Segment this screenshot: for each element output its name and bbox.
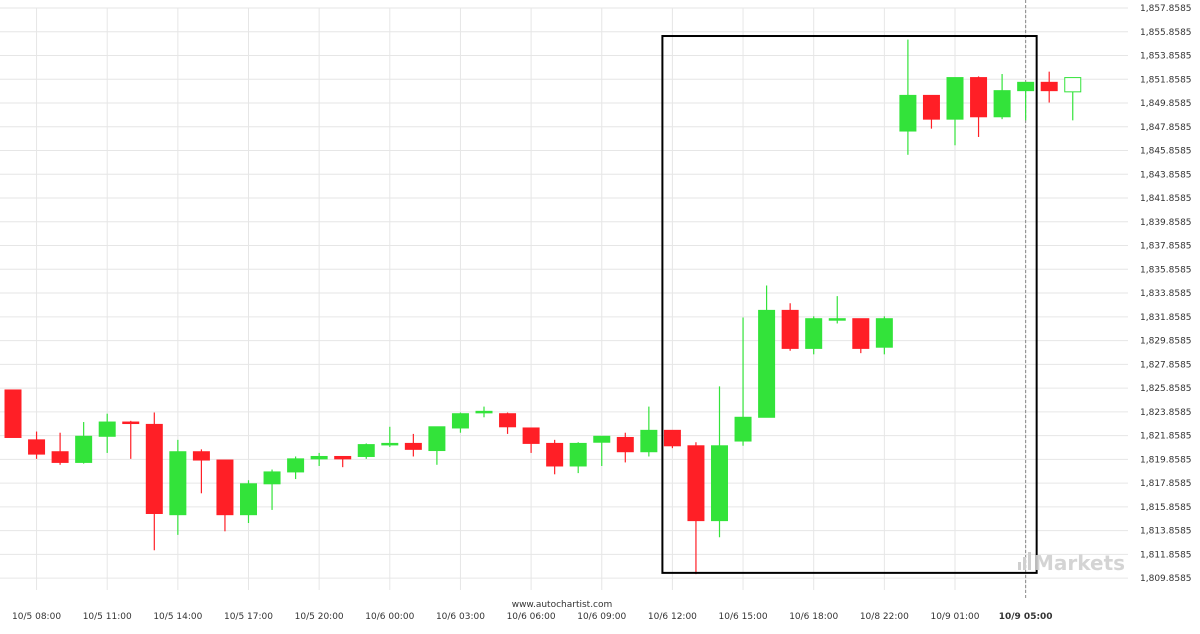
- candle-body: [75, 435, 93, 463]
- candle-body: [475, 410, 493, 414]
- x-tick-label: 10/6 12:00: [648, 612, 697, 622]
- brand-logo: Markets: [1018, 551, 1125, 575]
- candle-body: [334, 455, 352, 460]
- candle-body: [711, 445, 728, 522]
- candle-body: [805, 318, 823, 349]
- x-tick-label: 10/6 00:00: [365, 612, 414, 622]
- grid-lines: [0, 0, 1128, 600]
- candle-body: [381, 442, 399, 446]
- candle-body: [1040, 81, 1058, 92]
- candle-body: [993, 90, 1011, 118]
- y-tick-label: 1,829.8585: [1140, 337, 1192, 347]
- y-tick-label: 1,835.8585: [1140, 265, 1192, 275]
- candle-body: [122, 421, 140, 425]
- y-tick-label: 1,837.8585: [1140, 242, 1192, 252]
- x-tick-label: 10/9 05:00: [999, 612, 1053, 622]
- candle-body: [451, 413, 469, 429]
- candle-body: [522, 427, 540, 444]
- candle-body: [922, 94, 940, 120]
- x-tick-label: 10/6 09:00: [577, 612, 626, 622]
- x-tick-label: 10/5 17:00: [224, 612, 273, 622]
- candle-body: [51, 451, 69, 463]
- candle-body: [852, 318, 870, 349]
- x-tick-label: 10/5 11:00: [83, 612, 132, 622]
- candle-body: [192, 451, 210, 461]
- x-tick-label: 10/6 03:00: [436, 612, 485, 622]
- y-tick-label: 1,825.8585: [1140, 384, 1192, 394]
- y-tick-label: 1,831.8585: [1140, 313, 1192, 323]
- y-tick-label: 1,823.8585: [1140, 408, 1192, 418]
- candle-body: [758, 309, 776, 418]
- candle-body: [98, 421, 116, 437]
- y-tick-label: 1,817.8585: [1140, 479, 1192, 489]
- y-tick-label: 1,811.8585: [1140, 550, 1192, 560]
- x-tick-label: 10/8 22:00: [860, 612, 909, 622]
- y-tick-label: 1,827.8585: [1140, 360, 1192, 370]
- candle-body: [616, 436, 634, 453]
- candle-body: [145, 423, 163, 514]
- y-tick-label: 1,815.8585: [1140, 503, 1192, 513]
- x-tick-label: 10/9 01:00: [930, 612, 979, 622]
- candle-body: [640, 429, 658, 453]
- x-tick-label: 10/5 14:00: [153, 612, 202, 622]
- y-tick-label: 1,847.8585: [1140, 123, 1192, 133]
- candle-body: [687, 445, 705, 522]
- x-tick-label: 10/5 20:00: [295, 612, 344, 622]
- candle-body: [781, 309, 799, 349]
- candle-body: [404, 442, 422, 450]
- candle-body: [946, 77, 964, 120]
- candle-body: [357, 444, 375, 457]
- candle-body: [828, 318, 846, 321]
- pattern-highlight-box: [661, 35, 1038, 574]
- y-tick-label: 1,841.8585: [1140, 194, 1192, 204]
- candle-body: [569, 442, 587, 467]
- y-tick-label: 1,855.8585: [1140, 28, 1192, 38]
- y-tick-label: 1,809.8585: [1140, 574, 1192, 584]
- candle-body: [240, 483, 257, 516]
- candle-body: [216, 459, 234, 516]
- candle-body: [899, 94, 917, 132]
- candle-body: [970, 77, 988, 118]
- candle-body: [169, 451, 187, 516]
- candle-body: [1064, 77, 1082, 93]
- candle-body: [734, 416, 752, 442]
- candle-body: [428, 426, 446, 452]
- candle-body: [875, 318, 893, 348]
- y-tick-label: 1,819.8585: [1140, 455, 1192, 465]
- y-tick-label: 1,845.8585: [1140, 147, 1192, 157]
- y-tick-label: 1,833.8585: [1140, 289, 1192, 299]
- candle-body: [310, 455, 328, 460]
- axis-labels: 1,809.8585 1,811.8585 1,813.8585 1,815.8585…: [12, 4, 1191, 622]
- candle-body: [1017, 81, 1035, 92]
- x-tick-label: 10/6 18:00: [789, 612, 838, 622]
- brand-text: Markets: [1034, 551, 1125, 575]
- x-tick-label: 10/5 08:00: [12, 612, 61, 622]
- highlight-box-layer: [661, 35, 1038, 574]
- watermark-url: www.autochartist.com: [512, 600, 613, 610]
- x-tick-label: 10/6 06:00: [507, 612, 556, 622]
- y-tick-label: 1,843.8585: [1140, 170, 1192, 180]
- x-tick-label: 10/6 15:00: [719, 612, 768, 622]
- y-tick-label: 1,839.8585: [1140, 218, 1192, 228]
- candle-body: [287, 458, 305, 473]
- candles: [4, 39, 1082, 575]
- candle-body: [4, 389, 22, 438]
- candle-body: [499, 413, 517, 428]
- candle-body: [28, 439, 46, 455]
- y-tick-label: 1,813.8585: [1140, 527, 1192, 537]
- candle-body: [263, 471, 281, 485]
- candle-body: [593, 435, 611, 443]
- candle-body: [546, 442, 564, 467]
- y-tick-label: 1,857.8585: [1140, 4, 1192, 14]
- ic-markets-bars-icon: [1018, 552, 1031, 570]
- candle-body: [663, 429, 681, 447]
- y-tick-label: 1,853.8585: [1140, 52, 1192, 62]
- y-tick-label: 1,849.8585: [1140, 99, 1192, 109]
- y-tick-label: 1,851.8585: [1140, 75, 1192, 85]
- y-tick-label: 1,821.8585: [1140, 432, 1192, 442]
